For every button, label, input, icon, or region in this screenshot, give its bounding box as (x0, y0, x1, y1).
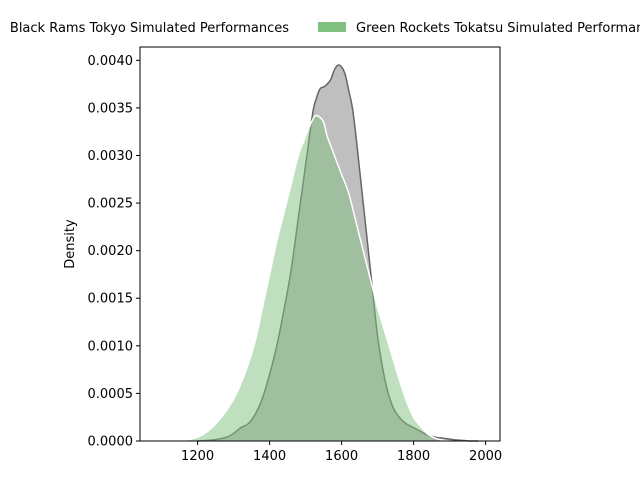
y-tick-label: 0.0035 (88, 101, 134, 116)
x-tick-label: 1400 (253, 449, 286, 464)
y-tick-label: 0.0010 (88, 339, 134, 354)
series-fills (175, 64, 479, 442)
legend: Black Rams Tokyo Simulated Performances G… (10, 21, 640, 36)
x-tick-label: 1800 (397, 449, 430, 464)
y-tick-label: 0.0030 (88, 149, 134, 164)
x-tick-label: 1200 (181, 449, 214, 464)
y-tick-label: 0.0040 (88, 54, 134, 69)
x-tick-label: 1600 (325, 449, 358, 464)
y-tick-label: 0.0000 (88, 435, 134, 450)
legend-swatch-2 (318, 22, 346, 32)
y-tick-label: 0.0020 (88, 244, 134, 259)
y-tick-label: 0.0005 (88, 387, 134, 402)
legend-label-2: Green Rockets Tokatsu Simulated Performa… (356, 21, 640, 36)
y-axis-label: Density (63, 219, 78, 269)
series-line-2 (175, 114, 450, 442)
axes: 1200 1400 1600 1800 2000 0.0000 0.0005 0.0010 0.… (63, 46, 502, 464)
plot-frame (139, 46, 501, 442)
x-tick-label: 2000 (469, 449, 502, 464)
series-area-2 (176, 115, 450, 441)
y-tick-label: 0.0015 (88, 292, 134, 307)
legend-label-1: Black Rams Tokyo Simulated Performances (10, 21, 289, 36)
y-tick-label: 0.0025 (88, 197, 134, 212)
